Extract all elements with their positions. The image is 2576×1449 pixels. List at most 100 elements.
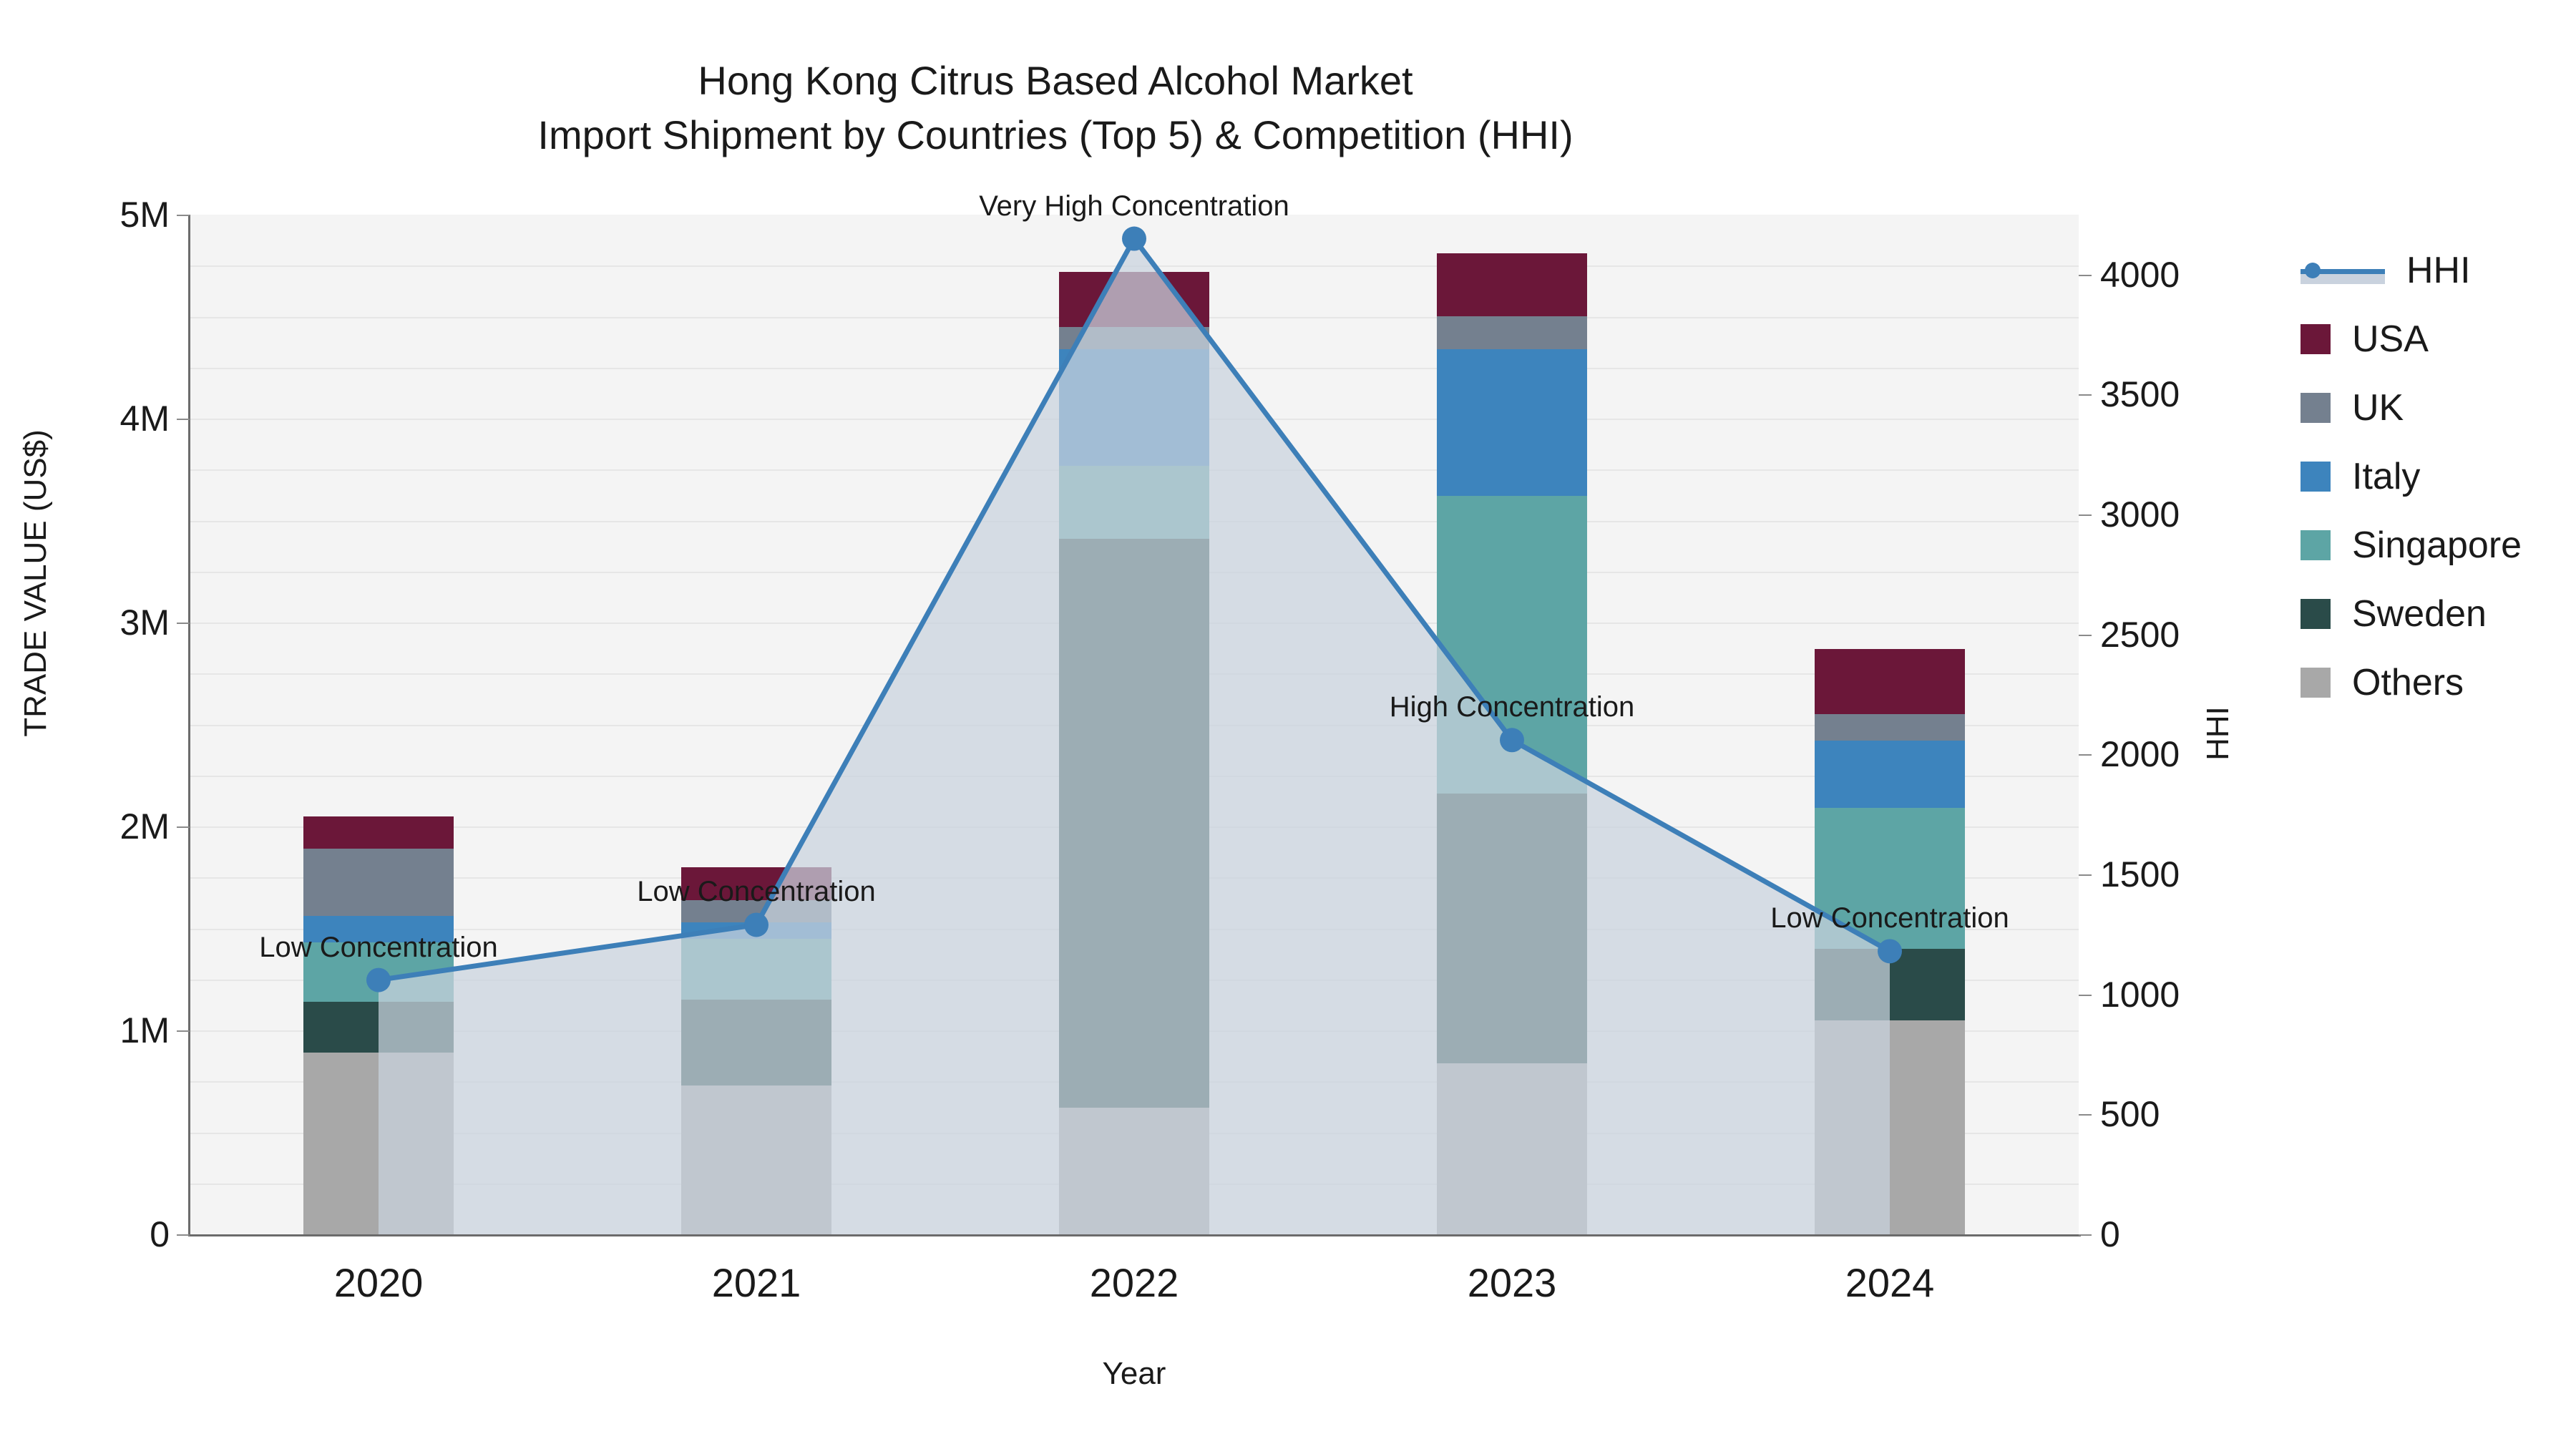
y-axis-right-tickmark	[2079, 634, 2092, 636]
bar-segment-uk[interactable]	[1059, 326, 1209, 350]
bar-segment-sweden[interactable]	[681, 1000, 831, 1085]
y-axis-right-tick-2000: 2000	[2100, 734, 2180, 775]
bar-segment-usa[interactable]	[1815, 649, 1965, 715]
annotation-2021: Low Concentration	[637, 876, 876, 908]
y-axis-right-tickmark	[2079, 394, 2092, 396]
legend-label: HHI	[2406, 250, 2471, 291]
y-axis-left-tick-5M: 5M	[119, 195, 170, 235]
legend-label: USA	[2352, 318, 2429, 360]
legend-label: Others	[2352, 662, 2464, 703]
bar-segment-usa[interactable]	[1059, 271, 1209, 327]
bar-2020[interactable]	[303, 816, 454, 1234]
legend-item-singapore[interactable]: Singapore	[2301, 511, 2522, 580]
y-axis-left-tickmark	[177, 826, 190, 828]
y-axis-right-tickmark	[2079, 994, 2092, 996]
y-axis-left-tickmark	[177, 1030, 190, 1032]
legend-swatch-icon	[2301, 324, 2331, 354]
y-axis-left-tickmark	[177, 623, 190, 624]
legend-item-hhi[interactable]: HHI	[2301, 236, 2522, 305]
annotation-2024: Low Concentration	[1770, 902, 2009, 935]
x-axis-tick-2020: 2020	[333, 1260, 424, 1305]
bar-segment-singapore[interactable]	[1437, 496, 1587, 794]
legend-swatch-icon	[2301, 462, 2331, 492]
y-axis-right-tickmark	[2079, 514, 2092, 517]
chart-title-line1: Hong Kong Citrus Based Alcohol Market	[698, 58, 1413, 103]
x-axis-line	[188, 1234, 2081, 1236]
legend-item-others[interactable]: Others	[2301, 648, 2522, 717]
bar-segment-usa[interactable]	[1437, 253, 1587, 317]
bar-segment-others[interactable]	[1815, 1020, 1965, 1234]
y-axis-left-tickmark	[177, 215, 190, 216]
annotation-2022: Very High Concentration	[979, 190, 1289, 222]
bar-segment-others[interactable]	[1437, 1063, 1587, 1234]
y-axis-left-tick-3M: 3M	[119, 602, 170, 643]
legend-line-marker-icon	[2301, 255, 2385, 286]
chart-title: Hong Kong Citrus Based Alcohol Market Im…	[0, 54, 2111, 162]
y-axis-left-tickmark	[177, 419, 190, 420]
bar-segment-uk[interactable]	[1437, 316, 1587, 350]
bar-segment-sweden[interactable]	[1815, 948, 1965, 1020]
bar-segment-uk[interactable]	[1815, 714, 1965, 741]
legend-label: Singapore	[2352, 525, 2522, 566]
y-axis-right-tick-3500: 3500	[2100, 374, 2180, 415]
annotation-2023: High Concentration	[1389, 691, 1635, 723]
bar-segment-others[interactable]	[1059, 1108, 1209, 1234]
bar-segment-others[interactable]	[303, 1053, 454, 1234]
x-axis-title: Year	[1102, 1356, 1166, 1391]
legend-item-uk[interactable]: UK	[2301, 374, 2522, 442]
y-axis-right-title: HHI	[2200, 706, 2235, 761]
bar-segment-uk[interactable]	[303, 849, 454, 917]
y-axis-left-tickmark	[177, 1234, 190, 1236]
chart-title-line2: Import Shipment by Countries (Top 5) & C…	[537, 112, 1574, 157]
legend-swatch-icon	[2301, 599, 2331, 629]
y-axis-right-tickmark	[2079, 1114, 2092, 1116]
bar-segment-italy[interactable]	[1059, 349, 1209, 466]
bar-2022[interactable]	[1059, 271, 1209, 1234]
bar-segment-sweden[interactable]	[1437, 794, 1587, 1063]
legend-label: UK	[2352, 387, 2404, 429]
y-axis-right-tick-0: 0	[2100, 1214, 2120, 1254]
legend-swatch-icon	[2301, 393, 2331, 423]
y-axis-right-tick-2500: 2500	[2100, 614, 2180, 655]
bar-segment-others[interactable]	[681, 1085, 831, 1234]
bar-segment-usa[interactable]	[303, 816, 454, 849]
y-axis-left-tick-0: 0	[150, 1214, 170, 1254]
legend-item-italy[interactable]: Italy	[2301, 442, 2522, 511]
bar-segment-singapore[interactable]	[1059, 465, 1209, 540]
x-axis-tick-2021: 2021	[711, 1260, 801, 1305]
bar-segment-sweden[interactable]	[303, 1002, 454, 1053]
y-axis-right-tickmark	[2079, 1234, 2092, 1236]
legend-item-usa[interactable]: USA	[2301, 305, 2522, 374]
y-axis-right-tick-4000: 4000	[2100, 254, 2180, 295]
bar-2024[interactable]	[1815, 649, 1965, 1234]
x-axis-tick-2022: 2022	[1089, 1260, 1179, 1305]
legend-swatch-icon	[2301, 530, 2331, 560]
y-axis-left-tick-4M: 4M	[119, 399, 170, 439]
y-axis-left-title: TRADE VALUE (US$)	[18, 429, 53, 737]
y-axis-right-tick-1000: 1000	[2100, 974, 2180, 1015]
annotation-2020: Low Concentration	[259, 931, 498, 963]
y-axis-right-tick-3000: 3000	[2100, 494, 2180, 535]
y-axis-right-tickmark	[2079, 874, 2092, 877]
bar-segment-italy[interactable]	[1437, 349, 1587, 497]
legend: HHI USA UK Italy Singapore Sweden Others	[2301, 236, 2522, 717]
bar-segment-italy[interactable]	[681, 922, 831, 939]
legend-label: Italy	[2352, 456, 2421, 497]
bar-2021[interactable]	[681, 867, 831, 1234]
gridline	[190, 265, 2079, 268]
y-axis-line	[188, 215, 190, 1236]
x-axis-tick-2024: 2024	[1845, 1260, 1935, 1305]
y-axis-right-tickmark	[2079, 274, 2092, 276]
y-axis-left-tick-1M: 1M	[119, 1010, 170, 1050]
bar-segment-singapore[interactable]	[681, 938, 831, 1000]
legend-item-sweden[interactable]: Sweden	[2301, 580, 2522, 648]
x-axis-tick-2023: 2023	[1467, 1260, 1557, 1305]
y-axis-right-tick-1500: 1500	[2100, 854, 2180, 895]
bar-segment-italy[interactable]	[1815, 741, 1965, 809]
y-axis-left-tick-2M: 2M	[119, 806, 170, 847]
bar-segment-sweden[interactable]	[1059, 539, 1209, 1108]
bar-2023[interactable]	[1437, 253, 1587, 1234]
y-axis-right-tickmark	[2079, 754, 2092, 756]
y-axis-right-tick-500: 500	[2100, 1094, 2160, 1135]
